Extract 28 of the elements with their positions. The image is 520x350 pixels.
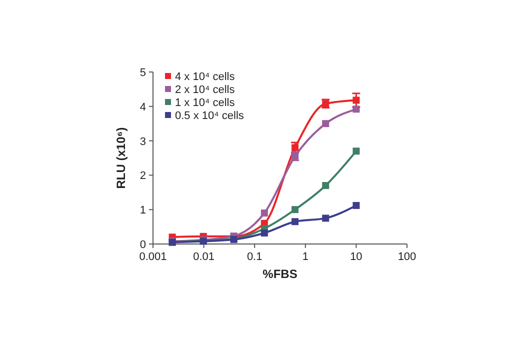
point	[292, 218, 299, 226]
point	[322, 120, 330, 128]
y-tick-label: 1	[140, 204, 146, 217]
point	[260, 210, 268, 217]
x-tick-label: 0.1	[246, 251, 262, 263]
point	[260, 229, 268, 236]
x-tick-label: 0.01	[193, 251, 215, 263]
y-tick-label: 4	[140, 101, 146, 114]
y-tick-label: 3	[140, 136, 146, 148]
point	[292, 206, 299, 214]
y-tick-label: 0	[140, 239, 146, 251]
x-tick-label: 0.001	[139, 251, 167, 263]
legend-label: 2 x 10⁴ cells	[175, 84, 236, 96]
y-tick-label: 2	[140, 170, 146, 182]
legend-label: 4 x 10⁴ cells	[175, 71, 236, 83]
point	[352, 202, 360, 209]
x-tick-label: 1	[302, 251, 308, 263]
x-axis-title: %FBS	[262, 267, 298, 281]
point	[352, 106, 360, 113]
legend-label: 1 x 10⁴ cells	[175, 97, 236, 109]
x-tick-label: 10	[350, 251, 362, 263]
y-axis-title: RLU (x10⁶)	[114, 127, 128, 189]
point	[322, 182, 330, 190]
point	[352, 148, 360, 155]
y-tick-label: 5	[140, 67, 146, 79]
legend-label: 0.5 x 10⁴ cells	[175, 110, 244, 122]
x-tick-label: 100	[398, 251, 416, 263]
point	[322, 214, 330, 222]
